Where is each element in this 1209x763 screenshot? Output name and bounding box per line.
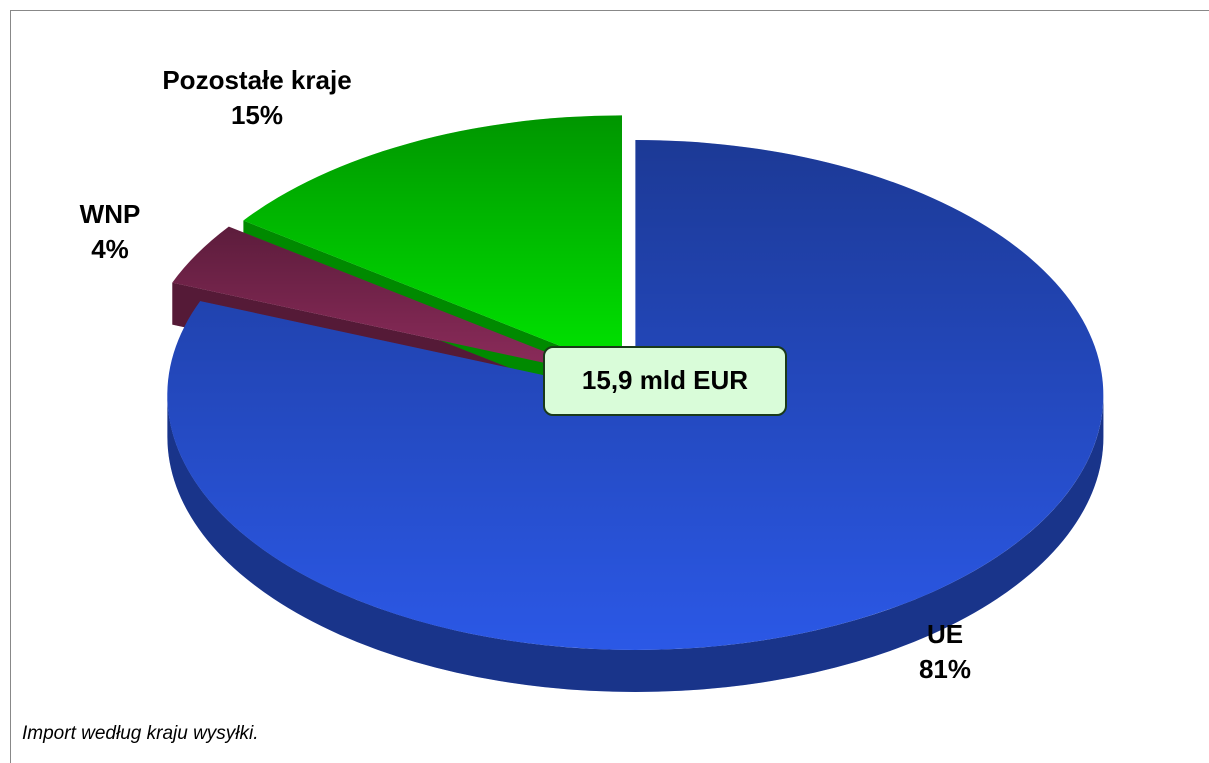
- slice-value-label: 4%: [91, 234, 129, 264]
- slice-value-label: 81%: [919, 654, 971, 684]
- caption: Import według kraju wysyłki.: [22, 723, 259, 744]
- annotations: 15,9 mld EUR Import według kraju wysyłki…: [22, 65, 971, 744]
- slice-side: [167, 395, 1104, 692]
- slice-shade: [243, 115, 622, 371]
- annotation: 15,9 mld EUR: [582, 365, 748, 395]
- slice-value-label: 15%: [231, 100, 283, 130]
- frame: [10, 10, 1209, 763]
- slice-label: UE: [927, 619, 963, 649]
- pie: [167, 115, 1104, 692]
- slice-shade: [172, 226, 608, 377]
- slice-side-shade: [167, 395, 1104, 692]
- slice-label: WNP: [80, 199, 141, 229]
- slice-label: Pozostałe kraje: [162, 65, 351, 95]
- annotation-box: [543, 346, 787, 416]
